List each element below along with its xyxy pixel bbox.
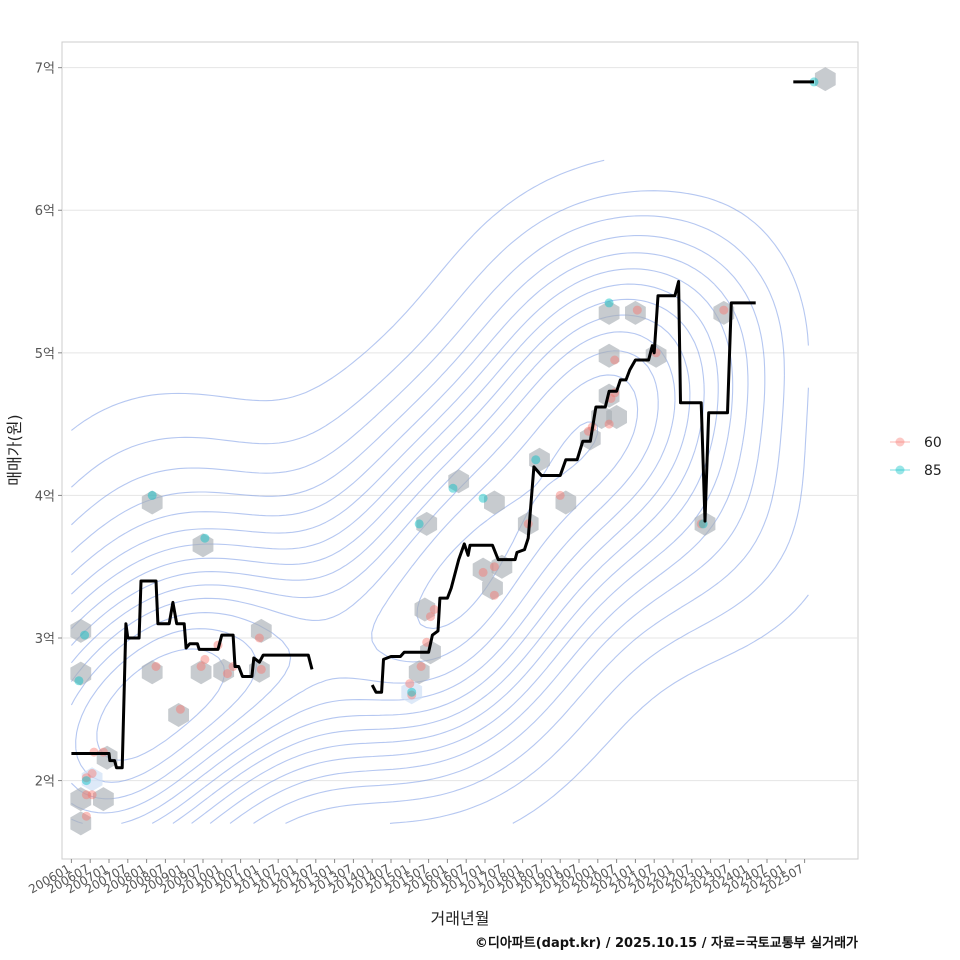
price-trend-line — [71, 579, 314, 770]
hexbin-cell — [70, 661, 92, 686]
point-area-60 — [254, 633, 264, 643]
hexbin-cell — [70, 618, 92, 643]
point-area-60 — [87, 769, 97, 778]
hexbin-cell — [598, 300, 620, 325]
hexbin-cell — [141, 660, 163, 685]
density-contour — [71, 298, 705, 824]
point-area-60 — [407, 690, 417, 700]
point-area-60 — [429, 605, 439, 614]
y-tick-label: 3억 — [35, 632, 55, 647]
y-tick-label: 2억 — [35, 775, 55, 790]
source-caption: ©디아파트(dapt.kr) / 2025.10.15 / 자료=국토교통부 실… — [475, 935, 858, 951]
point-area-60 — [81, 773, 91, 783]
hexbin-cell — [93, 787, 114, 812]
price-trend-line — [370, 280, 756, 694]
point-area-60 — [478, 567, 488, 577]
hexbin-cell — [448, 469, 470, 494]
point-area-60 — [632, 305, 642, 315]
point-area-60 — [426, 612, 435, 622]
hexbin-cell — [250, 618, 272, 643]
density-contour — [71, 159, 809, 824]
hexbin-cell — [81, 767, 103, 792]
gridlines — [62, 67, 858, 782]
x-axis-ticks: 2006012006072007012007072008012008072009… — [26, 859, 806, 897]
point-area-85 — [80, 630, 90, 640]
hexbin-cell — [416, 511, 438, 536]
point-area-85 — [81, 776, 91, 786]
hexbin-cell — [141, 490, 163, 515]
hexbin-cell — [606, 405, 627, 429]
hexbin-cell — [168, 703, 189, 727]
density-contour — [71, 215, 785, 824]
point-area-85 — [478, 493, 488, 503]
hexbin-cell — [401, 680, 423, 705]
point-area-60 — [489, 590, 499, 600]
point-area-60 — [719, 305, 729, 315]
point-area-60 — [200, 654, 210, 664]
density-contours — [70, 159, 809, 824]
hexbin-cell — [555, 490, 577, 515]
hexbin-cell — [70, 787, 92, 812]
hexbin-cell — [472, 557, 494, 582]
density-contour — [71, 190, 809, 824]
y-tick-label: 6억 — [35, 204, 55, 219]
point-area-85 — [147, 490, 157, 500]
point-area-60 — [416, 662, 426, 671]
point-area-85 — [407, 687, 417, 697]
legend-key-60-dot — [895, 437, 905, 447]
point-area-60 — [175, 704, 185, 714]
hexbin-cell — [414, 597, 436, 622]
hexbin-cell — [484, 490, 505, 515]
x-axis-title: 거래년월 — [431, 909, 490, 928]
point-area-60 — [604, 419, 614, 429]
y-tick-label: 5억 — [35, 347, 55, 362]
point-area-85 — [414, 519, 424, 529]
plot-panel — [61, 41, 859, 860]
density-contour — [71, 252, 749, 824]
point-area-60 — [87, 790, 97, 800]
point-area-85 — [200, 533, 210, 543]
y-tick-label: 4억 — [35, 489, 55, 504]
hexbin-cell — [694, 511, 716, 536]
point-area-60 — [696, 519, 706, 529]
point-area-60 — [489, 562, 499, 572]
legend: 60 85 — [890, 435, 942, 479]
point-area-60 — [196, 662, 206, 671]
hexbin-cell — [213, 658, 235, 683]
density-contour — [70, 314, 691, 824]
hexbin-cell — [192, 533, 214, 558]
hexbin-cell — [598, 343, 620, 368]
point-area-85 — [74, 676, 84, 686]
y-axis-ticks: 2억 3억 4억 5억 6억 7억 — [35, 62, 62, 790]
point-area-60 — [610, 355, 620, 365]
hexbin-cell — [482, 576, 503, 601]
point-area-85 — [531, 455, 541, 465]
hexbin-cell — [408, 660, 430, 685]
y-axis-title: 매매가(원) — [5, 414, 24, 485]
point-area-60 — [222, 669, 232, 679]
point-area-60 — [405, 679, 415, 689]
legend-label-85: 85 — [924, 463, 942, 479]
point-area-60 — [81, 811, 91, 821]
density-contour — [71, 268, 734, 824]
hexbin-cell — [190, 660, 212, 685]
legend-label-60: 60 — [924, 435, 942, 451]
hexbin-cell — [625, 300, 646, 325]
y-tick-label: 7억 — [35, 62, 55, 77]
point-area-60 — [81, 790, 91, 800]
point-area-60 — [555, 490, 565, 500]
legend-key-85-dot — [895, 465, 905, 475]
hexbin-cell — [70, 811, 92, 836]
hexbin-cell — [96, 745, 118, 770]
point-area-60 — [151, 662, 161, 671]
hexbin-cell — [713, 300, 735, 325]
hexbin-cell — [814, 67, 836, 92]
hexbin-cell — [420, 640, 441, 665]
point-area-60 — [256, 664, 266, 674]
trend-lines — [71, 80, 814, 770]
point-area-85 — [448, 483, 458, 493]
point-area-85 — [604, 298, 614, 308]
